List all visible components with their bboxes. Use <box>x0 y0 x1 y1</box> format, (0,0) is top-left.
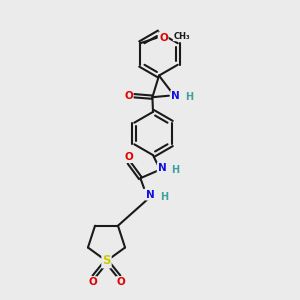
Text: O: O <box>116 277 125 287</box>
Text: S: S <box>102 254 111 268</box>
Text: N: N <box>158 163 166 173</box>
Text: O: O <box>124 152 134 162</box>
Text: H: H <box>160 192 168 202</box>
Text: CH₃: CH₃ <box>173 32 190 41</box>
Text: N: N <box>171 91 180 101</box>
Text: H: H <box>172 165 180 175</box>
Text: O: O <box>159 33 168 43</box>
Text: N: N <box>146 190 155 200</box>
Text: O: O <box>124 91 133 101</box>
Text: O: O <box>88 277 97 287</box>
Text: H: H <box>185 92 194 102</box>
